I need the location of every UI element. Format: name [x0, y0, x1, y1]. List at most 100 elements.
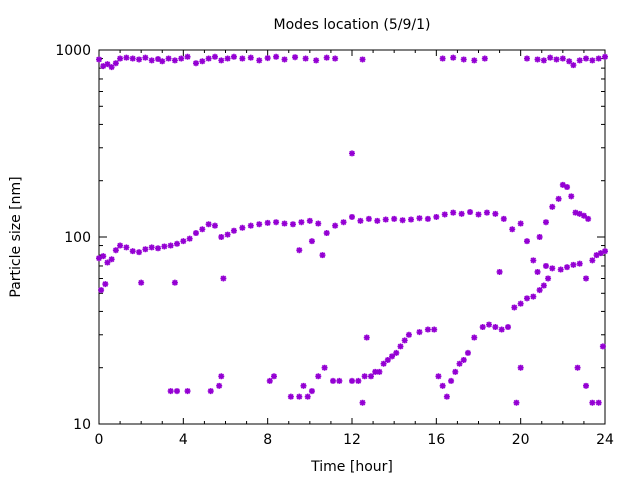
data-point	[589, 257, 596, 264]
data-point	[142, 54, 149, 61]
data-point	[218, 234, 225, 240]
data-point	[576, 57, 583, 64]
data-point	[230, 227, 237, 234]
data-point	[464, 349, 471, 356]
data-point	[431, 326, 438, 333]
data-point	[96, 56, 102, 63]
data-point	[458, 210, 465, 217]
data-point	[184, 53, 191, 60]
data-point	[165, 55, 172, 62]
data-point	[399, 217, 406, 224]
data-point	[439, 55, 446, 62]
data-point	[123, 54, 130, 61]
data-point	[323, 230, 330, 237]
data-point	[557, 266, 564, 273]
y-axis: 10 100 1000	[55, 43, 605, 433]
data-point	[583, 275, 590, 282]
data-point	[148, 244, 155, 251]
data-point	[443, 393, 450, 400]
data-point	[511, 304, 518, 311]
data-point	[405, 331, 412, 338]
data-point	[216, 382, 223, 389]
data-point	[224, 231, 231, 238]
data-point	[589, 399, 596, 406]
data-point	[100, 63, 107, 70]
data-point	[365, 215, 372, 222]
data-point	[264, 219, 271, 226]
data-point	[315, 373, 322, 380]
data-point	[492, 324, 499, 331]
data-point	[439, 382, 446, 389]
data-point	[315, 220, 322, 227]
data-point	[349, 150, 355, 157]
data-point	[186, 235, 193, 242]
data-point	[142, 246, 149, 253]
data-point	[289, 221, 296, 228]
data-point	[123, 244, 130, 251]
data-point	[211, 222, 218, 229]
data-point	[207, 388, 214, 395]
data-point	[486, 321, 493, 328]
data-point	[300, 382, 307, 389]
data-point	[230, 53, 237, 60]
data-point	[441, 211, 448, 218]
data-point	[330, 377, 337, 384]
data-point	[602, 248, 608, 255]
data-point	[273, 53, 280, 60]
y-tick-label: 10	[73, 417, 91, 433]
data-point	[593, 252, 600, 259]
data-point	[483, 209, 490, 216]
data-point	[585, 215, 592, 222]
plot-frame	[98, 49, 606, 425]
data-point	[159, 58, 166, 65]
data-point	[180, 238, 187, 245]
data-point	[332, 55, 339, 62]
data-point	[424, 215, 431, 222]
data-point	[270, 373, 277, 380]
data-point	[174, 240, 181, 247]
x-tick-label: 12	[343, 432, 361, 448]
data-point	[580, 212, 587, 219]
data-point	[104, 61, 111, 68]
data-point	[568, 193, 575, 200]
data-point	[380, 360, 387, 367]
data-point	[171, 57, 178, 64]
data-point	[138, 279, 145, 286]
data-point	[549, 265, 556, 272]
data-point	[513, 399, 520, 406]
x-axis: 0 4 8 12 16 20 24	[95, 50, 614, 448]
data-point	[570, 62, 577, 69]
data-point	[306, 217, 313, 224]
data-point	[397, 343, 404, 350]
data-point	[424, 326, 431, 333]
x-tick-label: 16	[427, 432, 445, 448]
data-point	[496, 268, 503, 275]
data-point	[340, 219, 347, 226]
data-point	[595, 55, 602, 62]
chart-title: Modes location (5/9/1)	[274, 17, 431, 33]
data-point	[467, 209, 474, 216]
data-point	[102, 281, 109, 288]
data-point	[112, 247, 119, 254]
data-point	[542, 262, 549, 269]
data-point	[308, 388, 315, 395]
data-point	[576, 260, 583, 267]
data-point	[211, 53, 218, 60]
data-point	[96, 255, 102, 262]
data-point	[471, 57, 478, 64]
data-point	[572, 209, 579, 216]
data-point	[247, 222, 254, 229]
data-point	[416, 215, 423, 222]
data-point	[108, 64, 115, 71]
data-point	[435, 373, 442, 380]
data-point	[298, 219, 305, 226]
data-point	[542, 219, 549, 226]
data-point	[597, 250, 604, 257]
y-tick-label: 1000	[55, 43, 91, 59]
data-point	[553, 56, 560, 63]
data-point	[559, 181, 566, 188]
data-point	[192, 60, 199, 67]
data-point	[498, 326, 505, 333]
data-point	[355, 377, 362, 384]
data-point	[174, 388, 181, 395]
